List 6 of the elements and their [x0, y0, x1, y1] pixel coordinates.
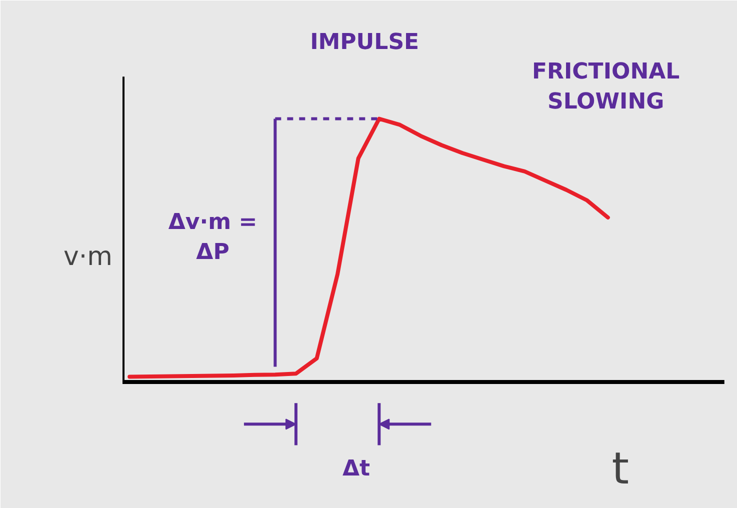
text: Δt — [342, 456, 371, 482]
x-axis-title: t — [612, 443, 630, 494]
annotation: Δv·m = ΔP — [168, 210, 258, 265]
text: IMPULSE — [310, 30, 420, 55]
y-axis-title: v·m — [64, 242, 113, 272]
text: FRICTIONAL SLOWING — [532, 60, 680, 115]
